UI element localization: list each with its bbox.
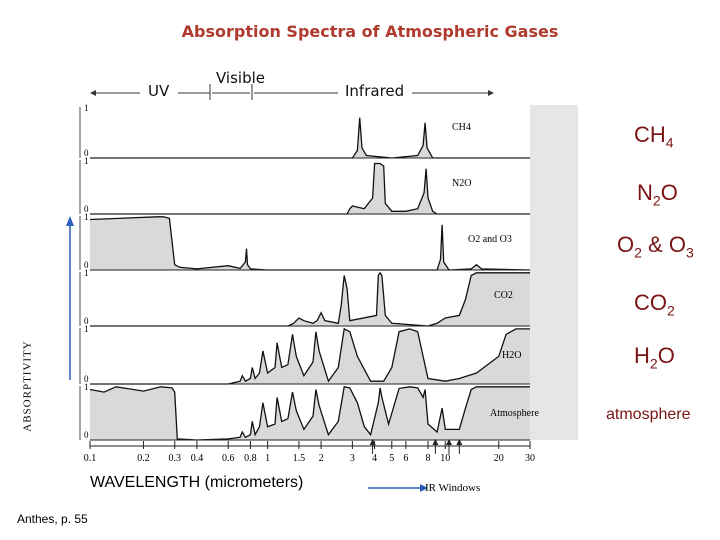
x-tick-label: 2 xyxy=(319,453,324,464)
band-infrared-label: Infrared xyxy=(345,82,405,100)
y-tick-0: 0 xyxy=(84,260,89,270)
panel-label-o2o3: O2 and O3 xyxy=(468,234,512,245)
ir-window-arrowhead xyxy=(446,439,453,445)
panel-o2-and-o3: 10 xyxy=(79,212,531,271)
x-tick-label: 4 xyxy=(372,453,377,464)
absorption-line xyxy=(90,327,530,385)
y-tick-1: 1 xyxy=(84,103,89,113)
x-axis-title: WAVELENGTH (micrometers) xyxy=(90,474,304,491)
y-tick-0: 0 xyxy=(84,430,89,440)
x-tick-label: 10 xyxy=(440,453,450,464)
panel-atmosphere: 10 xyxy=(79,382,530,441)
y-axis-label: ABSORPTIVITY xyxy=(21,340,34,432)
ir-window-arrowhead xyxy=(369,439,376,445)
x-tick-label: 6 xyxy=(403,453,408,464)
y-tick-0: 0 xyxy=(84,374,89,384)
absorption-fill xyxy=(90,272,530,326)
ir-windows-pointer-head xyxy=(420,484,428,492)
band-markers xyxy=(90,84,494,100)
absorption-fill xyxy=(90,386,530,440)
x-tick-label: 0.1 xyxy=(84,453,97,464)
y-tick-1: 1 xyxy=(84,382,89,392)
y-arrow-head xyxy=(66,216,74,226)
panel-label-n2o: N2O xyxy=(452,178,472,189)
slide-title: Absorption Spectra of Atmospheric Gases xyxy=(181,22,559,41)
absorption-fill xyxy=(90,328,530,384)
x-tick-label: 0.3 xyxy=(168,453,181,464)
y-tick-0: 0 xyxy=(84,316,89,326)
absorption-line xyxy=(90,271,530,327)
right-label-ch4: CH4 xyxy=(634,122,674,151)
panel-n2o: 10 xyxy=(79,156,530,215)
right-panel-strip xyxy=(530,105,578,440)
right-label-h2o: H2O xyxy=(634,343,675,372)
y-axis-arrows xyxy=(66,216,74,380)
right-label-co2: CO2 xyxy=(634,290,675,319)
x-tick-label: 3 xyxy=(350,453,355,464)
right-label-o2o3: O2 & O3 xyxy=(617,232,694,261)
panel-label-co2: CO2 xyxy=(494,290,513,301)
x-tick-label: 1.5 xyxy=(293,453,306,464)
absorption-line xyxy=(90,162,530,215)
panel-label-atm: Atmosphere xyxy=(490,408,539,419)
x-tick-label: 0.8 xyxy=(244,453,257,464)
panel-co2: 10 xyxy=(79,268,530,327)
x-tick-label: 0.2 xyxy=(137,453,150,464)
ir-arrowhead xyxy=(488,90,494,96)
ir-window-arrowhead xyxy=(432,439,439,445)
panel-label-ch4: CH4 xyxy=(452,122,471,133)
y-tick-1: 1 xyxy=(84,324,89,334)
x-tick-label: 0.4 xyxy=(191,453,204,464)
source-citation: Anthes, p. 55 xyxy=(17,512,88,526)
y-tick-0: 0 xyxy=(84,204,89,214)
x-tick-label: 5 xyxy=(389,453,394,464)
ir-windows-label: IR Windows xyxy=(425,482,481,494)
y-tick-0: 0 xyxy=(84,148,89,158)
y-tick-1: 1 xyxy=(84,212,89,222)
x-tick-label: 1 xyxy=(265,453,270,464)
right-label-n2o: N2O xyxy=(637,180,678,209)
x-tick-label: 0.6 xyxy=(222,453,235,464)
right-label-atmosphere: atmosphere xyxy=(606,406,691,423)
band-visible-label: Visible xyxy=(216,69,265,87)
band-uv-label: UV xyxy=(148,82,170,100)
absorption-fill xyxy=(90,216,530,270)
y-tick-1: 1 xyxy=(84,268,89,278)
panel-h2o: 10 xyxy=(79,324,530,385)
x-tick-label: 8 xyxy=(426,453,431,464)
x-tick-label: 30 xyxy=(525,453,535,464)
x-tick-label: 20 xyxy=(494,453,504,464)
panel-label-h2o: H2O xyxy=(502,350,522,361)
ir-window-arrowhead xyxy=(456,439,463,445)
y-tick-1: 1 xyxy=(84,156,89,166)
panel-ch4: 10 xyxy=(79,103,530,159)
uv-arrowhead xyxy=(90,90,96,96)
x-axis: 0.1 0.2 0.3 0.4 0.6 0.8 1 1.5 2 3 4 5 6 8 10 20 30 xyxy=(84,439,535,492)
